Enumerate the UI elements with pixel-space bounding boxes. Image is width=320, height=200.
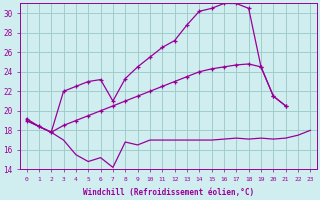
X-axis label: Windchill (Refroidissement éolien,°C): Windchill (Refroidissement éolien,°C)	[83, 188, 254, 197]
